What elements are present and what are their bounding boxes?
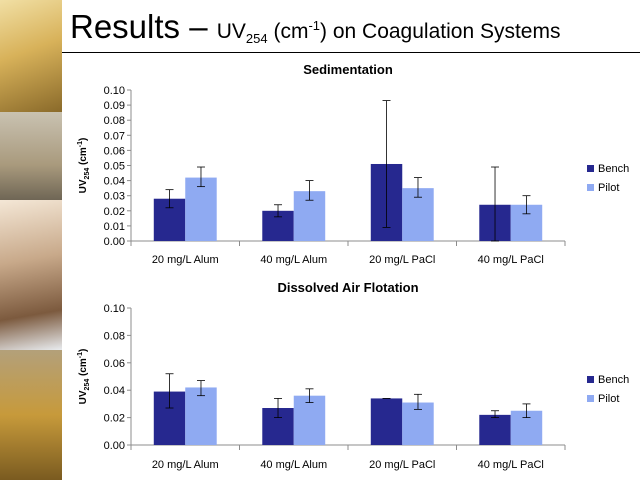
bench-legend-label: Bench [598, 374, 629, 386]
y-axis-label: UV254 (cm-1) [77, 138, 91, 194]
y-tick-label: 0.01 [104, 221, 125, 233]
x-tick-label: 40 mg/L PaCl [478, 459, 544, 471]
title-uv: UV [216, 20, 246, 43]
y-tick-label: 0.00 [104, 236, 125, 248]
pilot-legend-label: Pilot [598, 393, 619, 405]
bench-legend-swatch [587, 165, 594, 172]
y-tick-label: 0.02 [104, 413, 125, 425]
y-tick-label: 0.00 [104, 440, 125, 452]
y-tick-label: 0.10 [104, 303, 125, 315]
y-axis-label-unit: (cm [78, 147, 89, 168]
title-unit-superscript: -1 [308, 18, 321, 33]
title-uv-subscript: 254 [245, 31, 268, 47]
title-rest: ) on Coagulation Systems [320, 20, 561, 43]
y-tick-label: 0.06 [104, 358, 125, 370]
y-tick-label: 0.10 [104, 85, 125, 97]
chart-svg: Dissolved Air Flotation UV254 (cm-1) 0.00 0… [77, 280, 629, 471]
x-tick-label: 40 mg/L PaCl [478, 254, 544, 266]
y-axis-label-superscript: -1 [77, 141, 84, 147]
y-axis-label-close: ) [78, 349, 89, 352]
water-sample-photo [0, 350, 62, 480]
pilot-legend-label: Pilot [598, 182, 619, 194]
lab-beaker-photo [0, 0, 62, 112]
pilot-bar [185, 387, 217, 445]
y-tick-label: 0.08 [104, 115, 125, 127]
pilot-legend-swatch [587, 184, 594, 191]
chart-title: Dissolved Air Flotation [277, 280, 418, 295]
slide-title: Results – UV254 (cm-1) on Coagulation Sy… [70, 8, 560, 46]
title-divider [62, 52, 640, 53]
y-tick-label: 0.02 [104, 206, 125, 218]
title-main: Results – [70, 8, 217, 45]
x-tick-label: 20 mg/L PaCl [369, 459, 435, 471]
y-tick-label: 0.05 [104, 161, 125, 173]
x-tick-label: 20 mg/L Alum [152, 254, 219, 266]
x-tick-label: 40 mg/L Alum [260, 459, 327, 471]
y-axis-label: UV254 (cm-1) [77, 349, 91, 405]
y-tick-label: 0.07 [104, 130, 125, 142]
chart-title: Sedimentation [303, 62, 393, 77]
y-tick-label: 0.06 [104, 145, 125, 157]
title-uv-group: UV254 (cm-1) on Coagulation Systems [216, 18, 561, 47]
bench-legend-label: Bench [598, 163, 629, 175]
y-axis-label-close: ) [78, 138, 89, 141]
y-axis-label-subscript: 254 [84, 168, 91, 180]
y-axis-label-subscript: 254 [84, 379, 91, 391]
scientist-photo [0, 200, 62, 350]
y-axis-label-uv: UV [78, 179, 89, 193]
decorative-photo-strip [0, 0, 62, 480]
title-unit-open: (cm [267, 20, 309, 43]
bench-legend-swatch [587, 376, 594, 383]
y-tick-label: 0.08 [104, 330, 125, 342]
dissolved-air-flotation-chart: Dissolved Air Flotation UV254 (cm-1) 0.00 0… [70, 278, 640, 478]
x-tick-label: 40 mg/L Alum [260, 254, 327, 266]
y-axis-label-uv: UV [78, 390, 89, 404]
y-tick-label: 0.09 [104, 100, 125, 112]
pilot-legend-swatch [587, 395, 594, 402]
y-tick-label: 0.04 [104, 176, 125, 188]
bench-bar [370, 398, 403, 445]
y-axis-label-superscript: -1 [77, 352, 84, 358]
sedimentation-chart: Sedimentation UV254 (cm-1) 0.00 0.01 0.02 0.0… [70, 58, 640, 273]
x-tick-label: 20 mg/L Alum [152, 459, 219, 471]
pilot-bar [293, 395, 326, 445]
x-tick-label: 20 mg/L PaCl [369, 254, 435, 266]
bench-bar [479, 414, 511, 445]
lab-glassware-photo [0, 112, 62, 200]
y-tick-label: 0.03 [104, 191, 125, 203]
y-tick-label: 0.04 [104, 385, 125, 397]
pilot-bar [185, 177, 217, 241]
y-axis-label-unit: (cm [78, 358, 89, 379]
chart-svg: Sedimentation UV254 (cm-1) 0.00 0.01 0.02 0.0… [77, 62, 629, 266]
